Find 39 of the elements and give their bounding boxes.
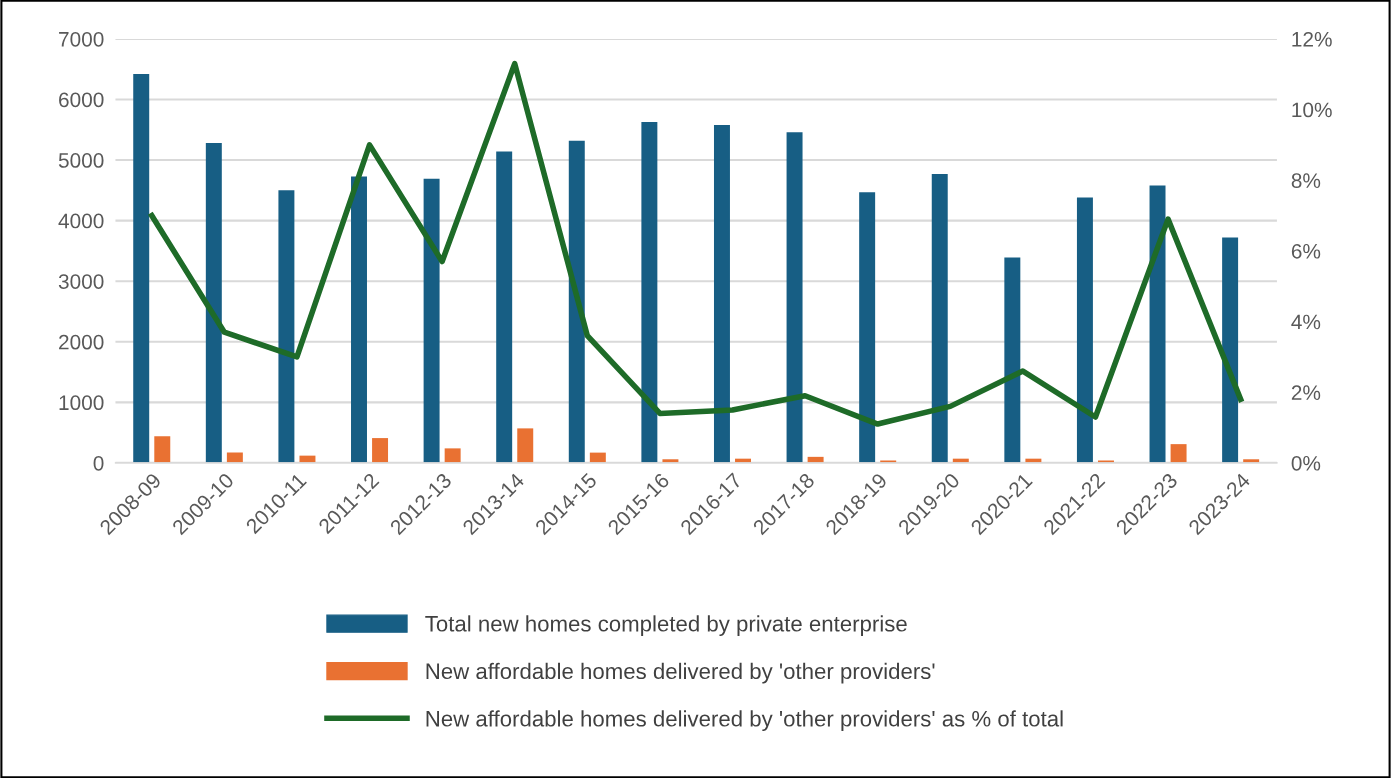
y-tick-label: 3000	[58, 274, 104, 289]
y-tick-label: 4000	[58, 213, 104, 229]
y-tick-label: 6000	[59, 92, 104, 108]
y2-tick-label: 8%	[1291, 173, 1321, 188]
y-tick-label: 5000	[58, 153, 104, 168]
bar	[568, 140, 585, 463]
bar	[713, 124, 730, 463]
y2-tick-label: 4%	[1291, 314, 1321, 330]
bar	[859, 192, 876, 463]
bar	[133, 74, 150, 463]
y-tick-label: 2000	[59, 334, 104, 350]
y-tick-label: 7000	[59, 31, 104, 47]
bar	[1170, 444, 1187, 463]
bar	[786, 132, 803, 463]
bar	[641, 121, 658, 463]
bar	[1149, 185, 1166, 463]
y2-tick-label: 0%	[1291, 455, 1321, 471]
y-tick-label: 0	[93, 455, 104, 471]
bar	[444, 448, 461, 463]
bar	[496, 151, 513, 463]
bar	[517, 428, 534, 463]
legend-label: New affordable homes delivered by 'other providers' as % of total	[426, 710, 1063, 731]
y2-tick-label: 12%	[1292, 31, 1332, 47]
bar	[1076, 197, 1093, 463]
bar	[154, 436, 171, 463]
bar	[372, 438, 389, 463]
bar	[205, 143, 222, 463]
bar	[1004, 257, 1021, 463]
legend-label: New affordable homes delivered by 'other providers'	[426, 662, 935, 684]
bar	[278, 190, 295, 463]
bar	[423, 178, 440, 463]
bar	[1222, 237, 1239, 463]
y2-tick-label: 6%	[1291, 243, 1321, 259]
y2-tick-label: 2%	[1291, 385, 1321, 400]
legend-label: Total new homes completed by private enterprise	[425, 615, 907, 636]
y-tick-label: 1000	[59, 395, 104, 411]
y2-tick-label: 10%	[1292, 102, 1332, 118]
bar	[351, 176, 367, 463]
bar	[931, 173, 948, 463]
